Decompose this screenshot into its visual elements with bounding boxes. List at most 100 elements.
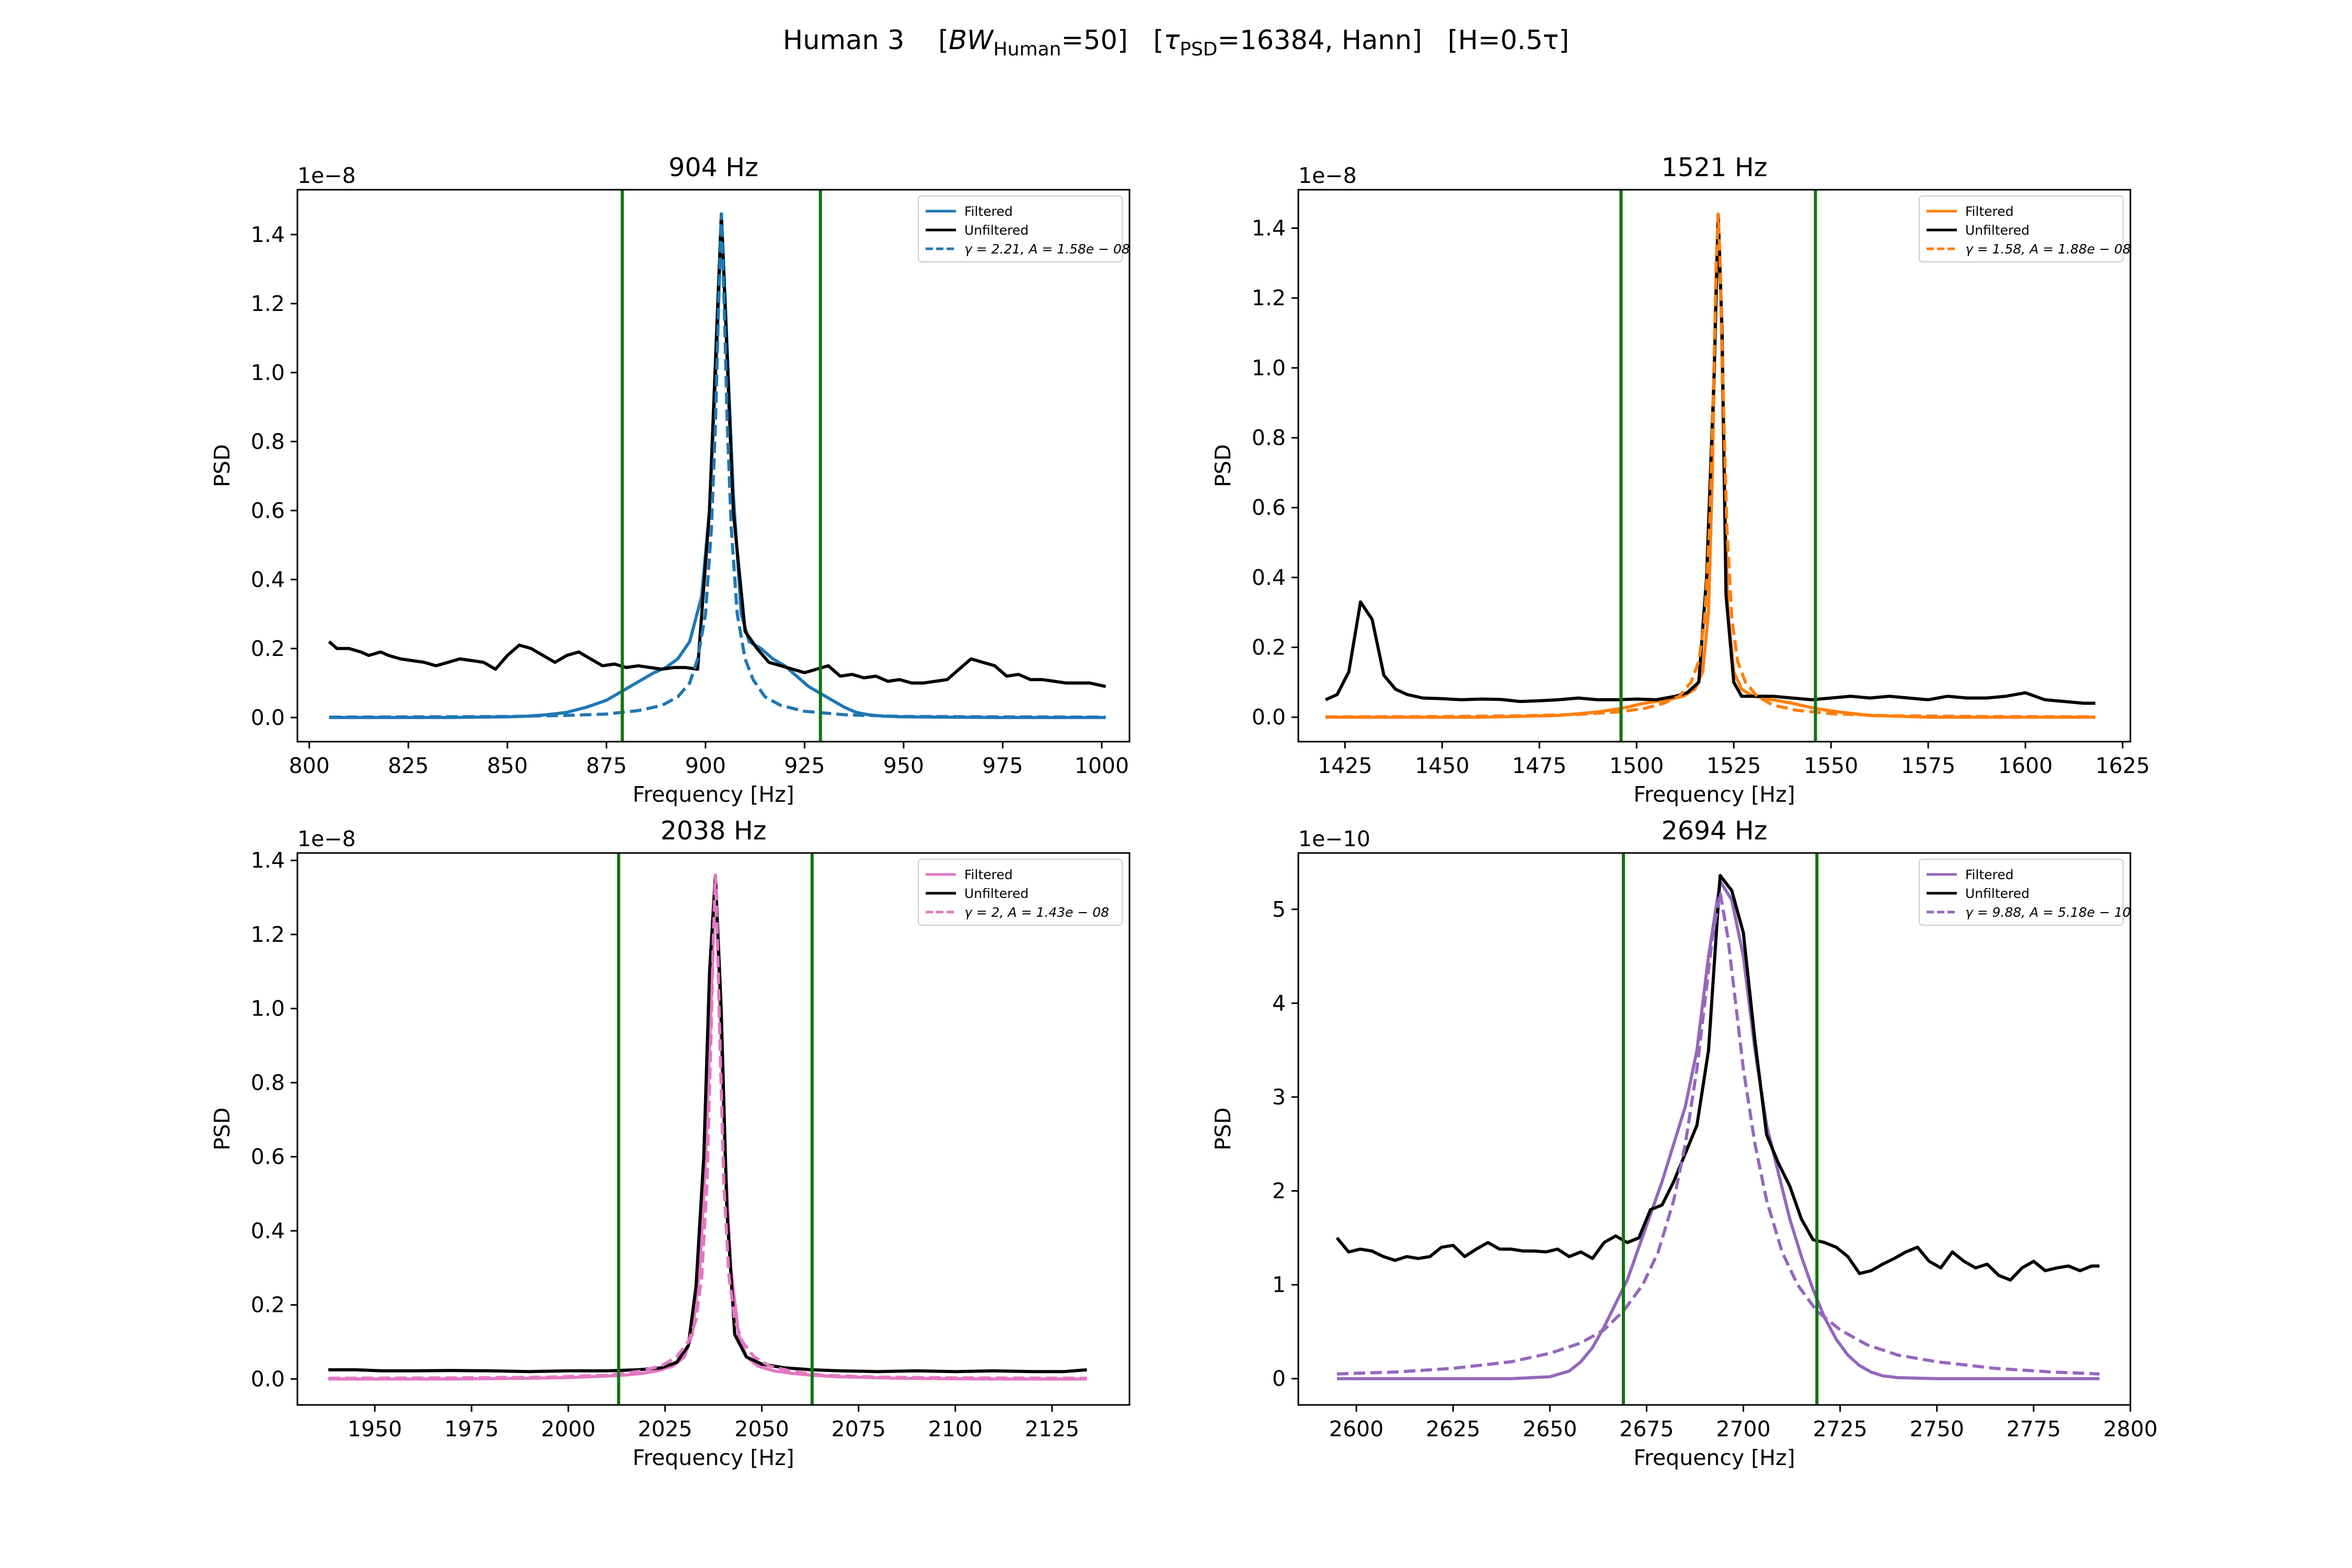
x-axis-label: Frequency [Hz] [632, 1445, 794, 1470]
axes-frame [1297, 189, 2131, 743]
legend-label: Filtered [1965, 867, 2014, 882]
y-tick-label: 1.0 [251, 996, 285, 1021]
legend-label: Unfiltered [1965, 886, 2030, 901]
x-tick-label: 925 [784, 753, 825, 778]
y-tick-label: 0.8 [251, 429, 285, 454]
legend: Filtered Unfiltered γ = 2, A = 1.43e − 08 [918, 859, 1123, 926]
plot-area [1324, 212, 2096, 719]
x-tick-label: 1950 [348, 1416, 402, 1442]
x-tick-label: 975 [982, 753, 1023, 778]
fit-line [328, 873, 1087, 1380]
y-axis-label: PSD [210, 444, 235, 487]
x-axis-label: Frequency [Hz] [1633, 782, 1795, 807]
y-tick-label: 1.2 [251, 922, 285, 947]
legend-label: γ = 9.88, A = 5.18e − 10 [1965, 905, 2131, 920]
legend: Filtered Unfiltered γ = 9.88, A = 5.18e − … [1919, 859, 2131, 926]
y-tick-label: 0.2 [251, 1293, 285, 1318]
x-axis-label: Frequency [Hz] [632, 782, 794, 807]
axes-frame [296, 852, 1131, 1406]
legend-label: γ = 2.21, A = 1.58e − 08 [964, 241, 1130, 257]
y-tick-label: 1.0 [251, 360, 285, 385]
y-tick-label: 0.8 [1252, 425, 1286, 451]
x-tick-label: 2800 [2103, 1416, 2158, 1442]
legend-label: Unfiltered [964, 223, 1029, 238]
legend-label: γ = 2, A = 1.43e − 08 [964, 905, 1109, 920]
suptitle-part: Human 3 [ [783, 25, 949, 56]
y-offset-label: 1e−8 [297, 163, 356, 188]
y-offset-label: 1e−8 [1298, 163, 1357, 188]
x-tick-label: 2050 [734, 1416, 789, 1442]
y-tick-label: 1.4 [251, 222, 285, 247]
x-tick-label: 875 [586, 753, 627, 778]
x-tick-label: 1600 [1998, 753, 2053, 778]
y-tick-label: 1.2 [1252, 285, 1286, 310]
y-tick-label: 0.4 [251, 1218, 285, 1243]
subplot-2: 1425 1450 1475 1500 1525 1550 1575 1600 1625 0.0 0… [1210, 153, 2150, 807]
y-tick-label: 2 [1272, 1179, 1286, 1204]
x-tick-label: 2025 [638, 1416, 692, 1442]
x-tick-label: 2725 [1813, 1416, 1867, 1442]
x-tick-label: 825 [388, 753, 429, 778]
x-tick-label: 2775 [2007, 1416, 2061, 1442]
y-tick-label: 3 [1272, 1085, 1286, 1110]
suptitle-part: =50] [ [1061, 25, 1163, 56]
x-tick-label: 2650 [1523, 1416, 1577, 1442]
subplots-group: 800 825 850 875 900 925 950 975 1000 0.0 0.2 0.4 0.6… [210, 153, 2158, 1470]
y-offset-label: 1e−10 [1298, 826, 1370, 851]
x-tick-label: 2625 [1426, 1416, 1480, 1442]
legend-box [1919, 859, 2124, 926]
figure-suptitle: Human 3 [BWHuman=50] [τPSD=16384, Hann] … [783, 25, 1570, 60]
legend-label: Unfiltered [964, 886, 1029, 901]
unfiltered-line [328, 212, 1106, 688]
x-tick-label: 1975 [444, 1416, 499, 1442]
y-tick-label: 0.2 [251, 636, 285, 661]
y-tick-label: 1.4 [1252, 216, 1286, 241]
x-tick-label: 850 [487, 753, 528, 778]
x-tick-label: 2675 [1619, 1416, 1674, 1442]
x-tick-label: 1475 [1512, 753, 1566, 778]
x-axis-label: Frequency [Hz] [1633, 1445, 1795, 1470]
y-axis-label: PSD [1210, 444, 1236, 487]
y-tick-label: 0.2 [1252, 635, 1286, 660]
axes-frame [1297, 852, 2131, 1406]
y-tick-label: 4 [1272, 990, 1286, 1016]
legend: Filtered Unfiltered γ = 2.21, A = 1.58e − … [918, 195, 1130, 262]
legend-label: Filtered [964, 204, 1013, 219]
legend-box [918, 195, 1123, 262]
fit-line [1336, 891, 2100, 1376]
subplot-4: 2600 2625 2650 2675 2700 2725 2750 2775 2800 0 1 2 3… [1210, 816, 2158, 1470]
y-tick-label: 0.6 [251, 1144, 285, 1169]
y-axis-label: PSD [210, 1108, 235, 1150]
x-tick-label: 950 [883, 753, 924, 778]
unfiltered-line [1324, 212, 2095, 705]
x-tick-label: 800 [289, 753, 330, 778]
x-tick-label: 2750 [1910, 1416, 1964, 1442]
suptitle-part: =16384, Hann] [H=0.5τ] [1217, 25, 1569, 56]
x-tick-label: 1550 [1804, 753, 1858, 778]
plot-area [328, 873, 1087, 1381]
y-tick-label: 0 [1272, 1366, 1286, 1391]
suptitle-part: τ [1163, 25, 1180, 56]
y-tick-label: 1 [1272, 1272, 1286, 1297]
y-tick-label: 0.6 [251, 498, 285, 523]
suptitle-part: BW [949, 25, 995, 56]
subplot-3: 1950 1975 2000 2025 2050 2075 2100 2125 0.0 0.2 0.… [210, 816, 1131, 1470]
subplot-1: 800 825 850 875 900 925 950 975 1000 0.0 0.2 0.4 0.6… [210, 153, 1131, 807]
x-tick-label: 1575 [1901, 753, 1955, 778]
y-tick-label: 1.4 [251, 848, 285, 873]
x-tick-label: 2125 [1025, 1416, 1079, 1442]
legend-label: Filtered [964, 867, 1013, 882]
legend: Filtered Unfiltered γ = 1.58, A = 1.88e − … [1919, 195, 2131, 262]
subplot-title: 2038 Hz [661, 816, 767, 846]
fit-line [1325, 212, 2096, 719]
x-tick-label: 900 [685, 753, 726, 778]
suptitle-part: Human [993, 39, 1061, 60]
y-tick-label: 0.4 [1252, 565, 1286, 590]
subplot-title: 1521 Hz [1662, 153, 1768, 182]
axes-frame [296, 189, 1131, 743]
x-tick-label: 1425 [1318, 753, 1372, 778]
y-tick-label: 0.8 [251, 1070, 285, 1095]
y-offset-label: 1e−8 [297, 826, 356, 851]
subplot-title: 904 Hz [668, 153, 758, 182]
y-tick-label: 0.0 [251, 705, 285, 730]
